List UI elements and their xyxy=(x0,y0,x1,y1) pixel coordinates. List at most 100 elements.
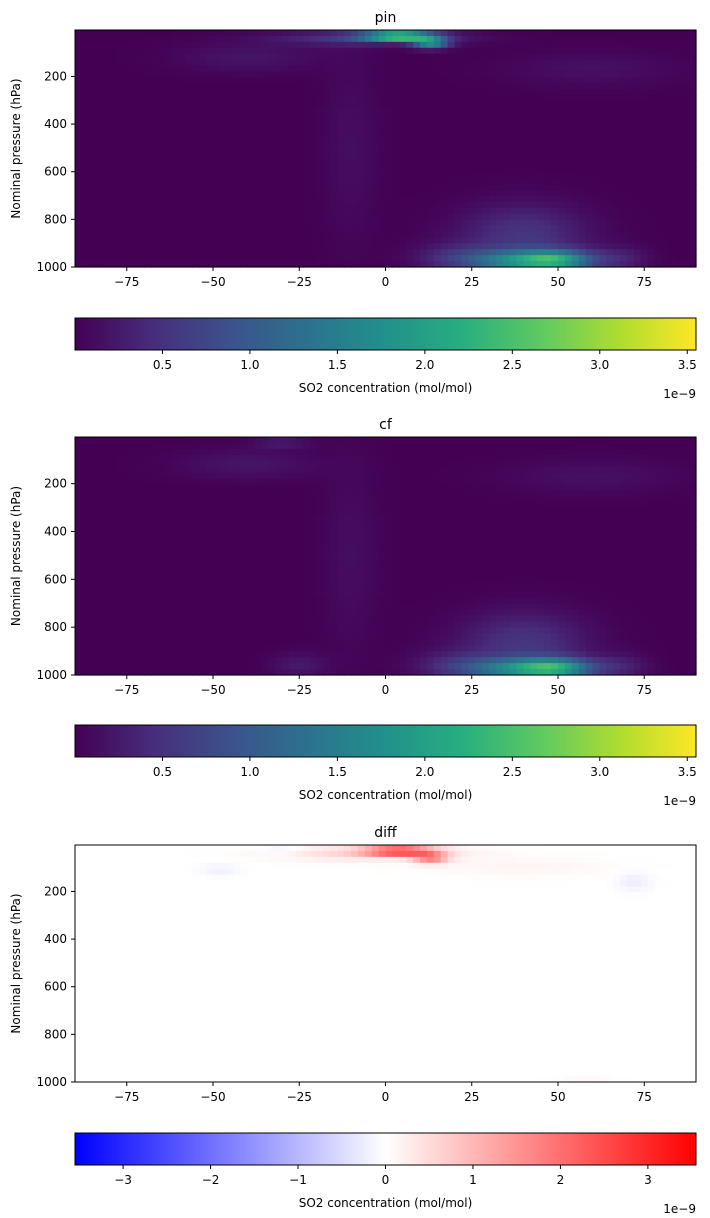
heatmap-cell xyxy=(254,496,262,504)
heatmap-cell xyxy=(81,261,90,268)
heatmap-cell xyxy=(495,107,504,114)
heatmap-cell xyxy=(689,148,697,156)
heatmap-cell xyxy=(385,71,393,78)
heatmap-cell xyxy=(199,231,207,238)
heatmap-cell xyxy=(489,460,497,468)
heatmap-cell xyxy=(440,160,449,167)
heatmap-cell xyxy=(564,47,573,55)
heatmap-cell xyxy=(351,47,359,55)
heatmap-cell xyxy=(585,249,594,256)
heatmap-cell xyxy=(489,112,497,120)
heatmap-cell xyxy=(378,237,387,244)
heatmap-cell xyxy=(668,184,676,191)
heatmap-cell xyxy=(116,47,124,55)
heatmap-cell xyxy=(447,454,456,462)
heatmap-cell xyxy=(399,154,407,161)
heatmap-cell xyxy=(585,502,594,509)
heatmap-cell xyxy=(309,118,318,126)
heatmap-cell xyxy=(309,460,318,468)
heatmap-cell xyxy=(523,77,531,84)
heatmap-cell xyxy=(330,213,338,221)
heatmap-cell xyxy=(192,490,200,498)
heatmap-cell xyxy=(454,454,462,462)
heatmap-cell xyxy=(461,89,469,96)
heatmap-cell xyxy=(144,466,152,474)
heatmap-cell xyxy=(482,520,490,527)
heatmap-cell xyxy=(192,437,200,444)
heatmap-cell xyxy=(544,249,552,256)
heatmap-cell xyxy=(599,213,607,221)
heatmap-cell xyxy=(564,189,573,197)
heatmap-cell xyxy=(102,178,111,185)
heatmap-cell xyxy=(661,496,669,504)
heatmap-cell xyxy=(461,261,469,268)
heatmap-cell xyxy=(295,65,304,73)
heatmap-cell xyxy=(578,160,587,167)
heatmap-cell xyxy=(199,101,207,108)
heatmap-cell xyxy=(433,520,442,527)
heatmap-cell xyxy=(75,243,83,250)
heatmap-cell xyxy=(157,243,166,250)
heatmap-cell xyxy=(378,520,387,527)
heatmap-cell xyxy=(530,53,538,61)
heatmap-cell xyxy=(81,189,90,197)
heatmap-cell xyxy=(530,437,538,444)
heatmap-cell xyxy=(440,77,449,84)
heatmap-cell xyxy=(468,35,476,43)
heatmap-cell xyxy=(371,142,380,150)
heatmap-cell xyxy=(537,189,545,197)
heatmap-cell xyxy=(109,454,117,462)
heatmap-cell xyxy=(330,178,338,185)
heatmap-cell xyxy=(571,30,580,37)
heatmap-cell xyxy=(551,172,559,179)
heatmap-cell xyxy=(426,77,435,84)
heatmap-cell xyxy=(337,172,345,179)
heatmap-cell xyxy=(675,207,683,215)
heatmap-cell xyxy=(178,154,186,161)
heatmap-cell xyxy=(633,35,642,43)
heatmap-cell xyxy=(426,466,435,474)
heatmap-cell xyxy=(571,124,580,132)
heatmap-cell xyxy=(502,508,511,515)
heatmap-cell xyxy=(475,124,483,132)
heatmap-cell xyxy=(109,231,117,238)
heatmap-cell xyxy=(558,502,566,509)
heatmap-cell xyxy=(461,484,469,492)
heatmap-cell xyxy=(109,437,117,444)
heatmap-cell xyxy=(150,142,159,150)
heatmap-cell xyxy=(226,107,235,114)
heatmap-cell xyxy=(378,136,387,144)
heatmap-cell xyxy=(364,71,373,78)
heatmap-cell xyxy=(468,207,476,215)
heatmap-cell xyxy=(627,484,635,492)
heatmap-cell xyxy=(323,184,331,191)
heatmap-cell xyxy=(254,35,262,43)
colorbar-tick-label: 2.5 xyxy=(503,358,522,372)
heatmap-cell xyxy=(654,166,663,173)
heatmap-cell xyxy=(413,478,421,486)
heatmap-cell xyxy=(537,484,545,492)
heatmap-cell xyxy=(599,41,607,49)
heatmap-cell xyxy=(295,77,304,84)
heatmap-cell xyxy=(226,502,235,509)
heatmap-cell xyxy=(378,148,387,156)
heatmap-cell xyxy=(399,472,407,480)
heatmap-cell xyxy=(116,460,124,468)
heatmap-cell xyxy=(689,184,697,191)
heatmap-cell xyxy=(627,442,635,450)
heatmap-cell xyxy=(378,53,387,61)
heatmap-cell xyxy=(233,454,242,462)
heatmap-cell xyxy=(571,231,580,238)
heatmap-cell xyxy=(406,148,414,156)
heatmap-cell xyxy=(447,166,456,173)
heatmap-cell xyxy=(330,30,338,37)
heatmap-cell xyxy=(102,35,111,43)
heatmap-cell xyxy=(157,231,166,238)
heatmap-cell xyxy=(75,201,83,209)
heatmap-cell xyxy=(633,514,642,521)
heatmap-cell xyxy=(81,166,90,173)
heatmap-cell xyxy=(564,148,573,156)
heatmap-cell xyxy=(337,77,345,84)
heatmap-cell xyxy=(247,249,255,256)
heatmap-cell xyxy=(378,101,387,108)
